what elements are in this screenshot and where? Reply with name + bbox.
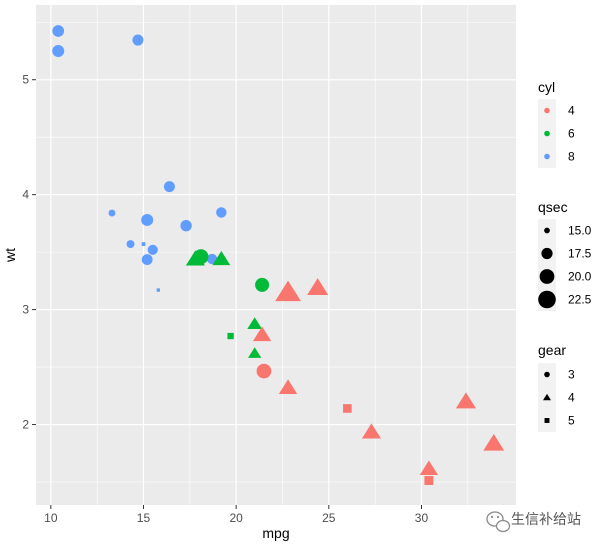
x-tick-label: 10	[44, 511, 58, 525]
legend-qsec-label: 22.5	[568, 293, 592, 307]
data-point	[483, 434, 505, 451]
data-point	[141, 242, 146, 246]
data-point	[248, 347, 262, 358]
data-point	[275, 280, 301, 302]
legend-gear: gear 3 4 5	[538, 342, 575, 432]
y-axis-ticks: 2 3 4 5	[22, 73, 36, 432]
grid-major	[36, 5, 516, 505]
plot-panel	[36, 5, 516, 505]
x-tick-label: 15	[137, 511, 151, 525]
data-points	[52, 25, 505, 485]
data-point	[126, 240, 135, 249]
data-point	[52, 45, 65, 57]
legend-cyl-swatch	[544, 130, 550, 137]
legend-qsec-swatch	[538, 290, 556, 309]
data-point	[252, 326, 272, 342]
data-point	[163, 181, 175, 193]
legend-cyl-label: 8	[568, 150, 575, 164]
x-tick-label: 25	[322, 511, 336, 525]
legend-cyl-label: 6	[568, 127, 575, 141]
data-point	[212, 250, 231, 266]
data-point	[343, 404, 352, 413]
data-point	[256, 363, 272, 379]
data-point	[180, 220, 192, 232]
data-point	[52, 25, 65, 37]
legend-qsec: qsec 15.0 17.5 20.0 22.5	[538, 199, 592, 311]
data-point	[361, 423, 381, 439]
y-axis-title: wt	[2, 248, 18, 263]
legend-qsec-label: 15.0	[568, 224, 592, 238]
data-point	[185, 250, 205, 266]
data-point	[108, 209, 116, 217]
legend-cyl-title: cyl	[538, 79, 555, 95]
y-tick-label: 2	[22, 418, 29, 432]
data-point	[132, 34, 144, 46]
data-point	[227, 332, 234, 340]
wechat-icon	[486, 511, 511, 533]
legend-qsec-swatch	[541, 247, 553, 260]
x-tick-label: 30	[415, 511, 429, 525]
legend-gear-swatch	[544, 418, 550, 423]
data-point	[147, 244, 158, 255]
data-point	[419, 460, 439, 476]
legend-qsec-title: qsec	[538, 199, 568, 215]
data-point	[307, 278, 329, 295]
legend-qsec-label: 17.5	[568, 247, 592, 261]
x-tick-label: 20	[229, 511, 243, 525]
legend-qsec-swatch	[544, 227, 550, 234]
y-tick-label: 4	[22, 188, 29, 202]
data-point	[255, 277, 270, 292]
legend-cyl-swatch	[544, 153, 550, 160]
data-point	[424, 476, 434, 485]
data-point	[141, 213, 154, 226]
y-tick-label: 5	[22, 73, 29, 87]
data-point	[141, 254, 153, 266]
legend-gear-label: 4	[568, 391, 575, 405]
y-tick-label: 3	[22, 303, 29, 317]
legend-gear-title: gear	[538, 342, 566, 358]
x-axis-ticks: 10 15 20 25 30	[44, 505, 428, 525]
legend-gear-label: 3	[568, 368, 575, 382]
legend-cyl-label: 4	[568, 104, 575, 118]
data-point	[247, 317, 263, 330]
data-point	[278, 379, 298, 395]
watermark-text: 生信补给站	[511, 511, 581, 527]
legend-gear-swatch	[542, 393, 552, 401]
legend-cyl-swatch	[544, 107, 550, 114]
grid-minor	[36, 5, 516, 505]
watermark: 生信补给站	[486, 511, 581, 533]
data-point	[156, 288, 160, 292]
legend-qsec-swatch	[539, 269, 555, 284]
legend-cyl: cyl 4 6 8	[538, 79, 575, 168]
data-point	[216, 207, 227, 218]
legend-gear-swatch	[544, 371, 550, 378]
legend-qsec-label: 20.0	[568, 270, 592, 284]
data-point	[455, 392, 477, 409]
x-axis-title: mpg	[262, 525, 289, 541]
legend-gear-label: 5	[568, 414, 575, 428]
